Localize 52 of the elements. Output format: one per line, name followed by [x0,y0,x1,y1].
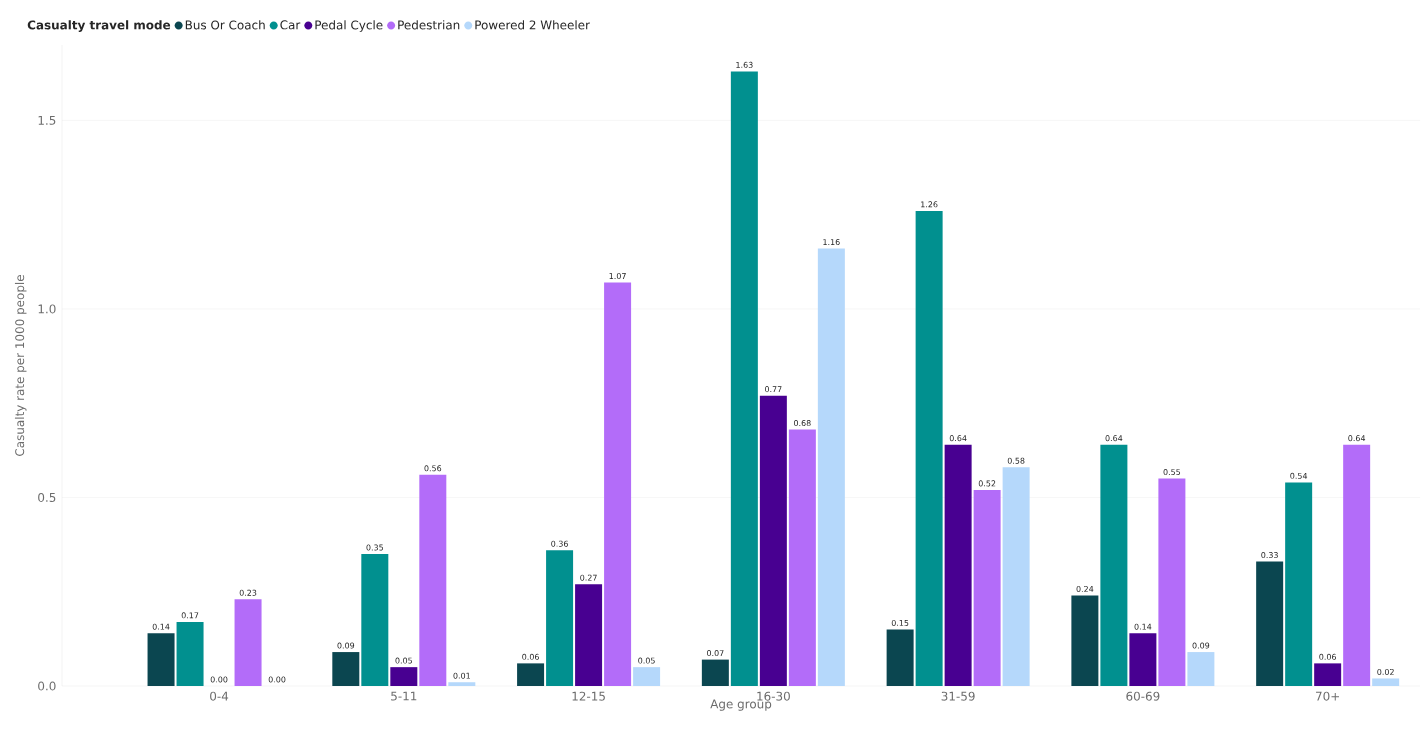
bar [517,663,545,686]
x-tick-label: 0-4 [210,691,229,701]
x-tick-label: 12-15 [572,691,605,701]
bar [886,629,914,686]
legend-label: Bus Or Coach [185,20,265,30]
y-tick-label: 0.5 [38,492,56,502]
y-tick-label: 1.0 [38,304,56,314]
y-tick-label: 1.5 [38,115,56,125]
x-tick-label: 60-69 [1126,691,1160,701]
bar [944,444,972,686]
x-tick-label: 5-11 [391,691,417,701]
bar [332,652,360,686]
bar [701,659,729,686]
bar [575,584,603,686]
bar [176,621,204,686]
x-tick-label: 16-30 [757,691,790,701]
y-tick-label: 0.0 [38,681,56,691]
bar [147,633,175,686]
bar [448,682,476,686]
bar [1285,482,1313,686]
bar [1129,633,1157,686]
bar [419,474,447,686]
bar [1002,467,1030,686]
y-axis-title: Casualty rate per 1000 people [14,275,27,456]
bar [1158,478,1186,686]
bar [1187,652,1215,686]
bar [234,599,262,686]
legend-title: Casualty travel mode [27,20,171,32]
bar [759,395,787,686]
bar [973,489,1001,686]
bar [604,282,632,686]
x-tick-label: 70+ [1316,691,1339,701]
bar [1071,595,1099,686]
bar [730,71,758,686]
bar [1100,444,1128,686]
bar [1314,663,1342,686]
legend-label: Pedal Cycle [315,20,383,32]
legend-label: Pedestrian [398,20,460,30]
legend-label: Powered 2 Wheeler [475,20,590,30]
bar [361,554,389,686]
bar [546,550,574,686]
x-tick-label: 31-59 [941,691,975,701]
bar [817,248,845,686]
bar [390,667,418,686]
bar [633,667,661,686]
bar [788,429,816,686]
x-axis-title: Age group [710,699,772,711]
bar [1256,561,1284,686]
bar [1343,444,1371,686]
bar [915,210,943,686]
bar [1372,678,1400,686]
legend-label: Car [280,20,301,30]
